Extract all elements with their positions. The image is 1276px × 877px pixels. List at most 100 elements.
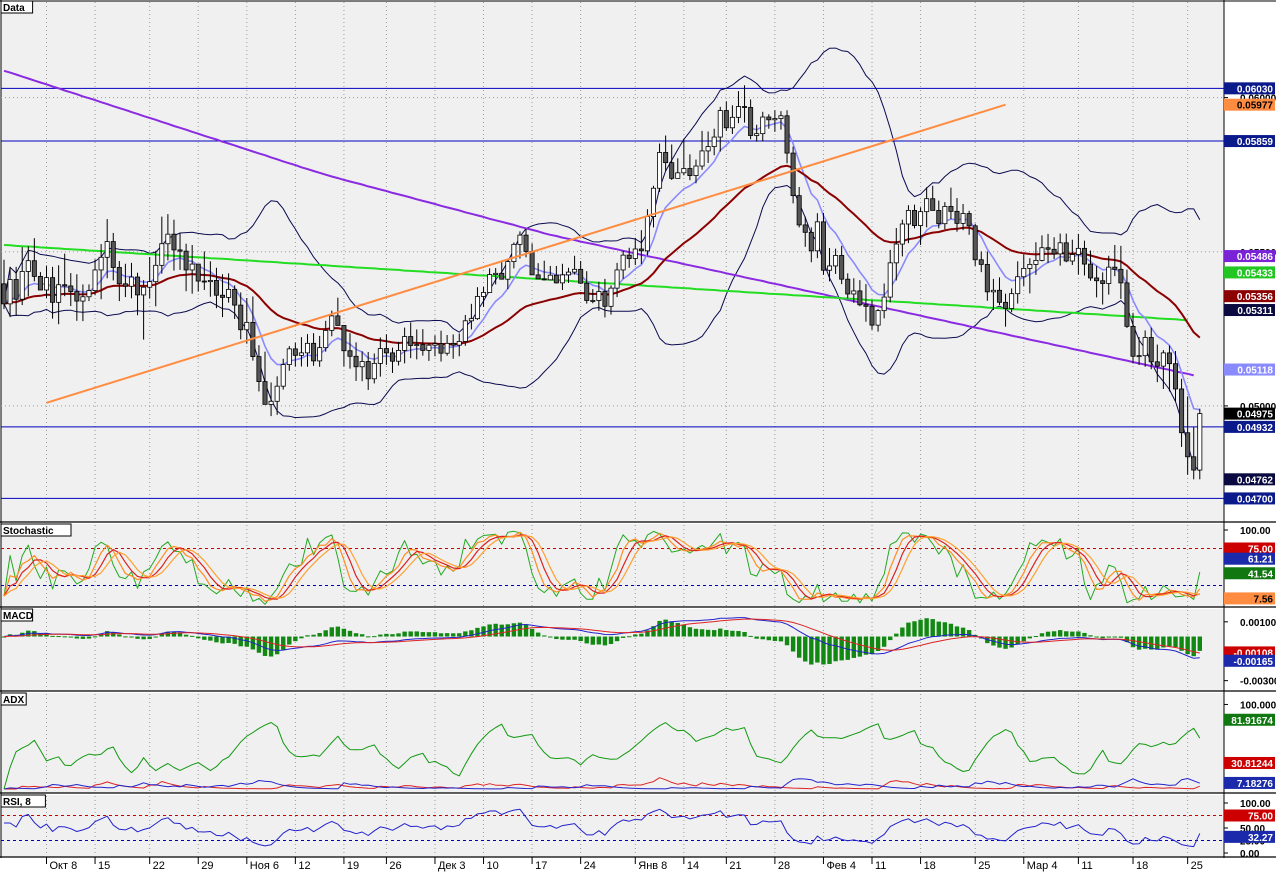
macd-histogram-bar bbox=[359, 634, 365, 637]
price-badge bbox=[1224, 567, 1275, 580]
candle bbox=[238, 304, 244, 331]
macd-histogram-bar bbox=[590, 636, 595, 645]
macd-histogram-bar bbox=[869, 636, 875, 654]
macd-histogram-bar bbox=[1094, 636, 1099, 638]
candle bbox=[869, 305, 875, 326]
macd-histogram-bar bbox=[851, 636, 856, 658]
macd-histogram-bar bbox=[402, 631, 407, 637]
candle bbox=[262, 381, 268, 405]
x-axis-label: Фев 4 bbox=[826, 860, 856, 872]
candle bbox=[802, 224, 808, 233]
candle bbox=[675, 172, 681, 179]
candle bbox=[128, 276, 134, 287]
macd-histogram-bar bbox=[1185, 636, 1190, 655]
candle bbox=[899, 223, 905, 245]
macd-histogram-bar bbox=[68, 636, 73, 638]
candle bbox=[778, 115, 784, 119]
candle bbox=[614, 269, 620, 289]
macd-histogram-bar bbox=[1064, 631, 1069, 637]
price-badge-label: 61.21 bbox=[1248, 555, 1273, 566]
macd-histogram-bar bbox=[608, 636, 614, 644]
candle bbox=[644, 216, 650, 252]
candle bbox=[942, 206, 948, 225]
candle bbox=[165, 233, 171, 245]
x-axis-label: 12 bbox=[298, 860, 310, 872]
candle bbox=[669, 162, 675, 179]
macd-histogram-bar bbox=[693, 628, 699, 637]
price-badge-label: 0.06030 bbox=[1237, 84, 1274, 95]
candle bbox=[456, 341, 462, 346]
macd-histogram-bar bbox=[450, 633, 456, 637]
candle bbox=[432, 343, 438, 346]
candle bbox=[687, 168, 693, 176]
candle bbox=[553, 274, 559, 284]
candle bbox=[1160, 352, 1166, 367]
candle bbox=[820, 221, 826, 271]
macd-histogram-bar bbox=[335, 626, 341, 637]
macd-histogram-bar bbox=[529, 628, 535, 637]
macd-histogram-bar bbox=[560, 636, 565, 640]
macd-histogram-bar bbox=[98, 633, 104, 637]
x-axis-label: 24 bbox=[584, 860, 596, 872]
candle bbox=[195, 263, 201, 282]
candle bbox=[122, 283, 128, 287]
macd-histogram-bar bbox=[863, 636, 869, 655]
macd-histogram-bar bbox=[256, 636, 262, 653]
candle bbox=[335, 315, 341, 326]
candle bbox=[171, 233, 177, 251]
candle bbox=[31, 260, 37, 277]
candle bbox=[462, 320, 468, 342]
candle bbox=[1081, 247, 1087, 265]
candle bbox=[493, 272, 499, 275]
macd-histogram-bar bbox=[214, 636, 219, 643]
candle bbox=[1057, 242, 1063, 255]
x-axis-label: 11 bbox=[875, 860, 886, 872]
x-axis-label: Ноя 6 bbox=[250, 860, 279, 872]
candle bbox=[201, 280, 207, 283]
macd-histogram-bar bbox=[936, 621, 941, 637]
candle bbox=[317, 347, 323, 362]
macd-histogram-bar bbox=[815, 636, 820, 663]
price-badge bbox=[1224, 776, 1275, 789]
x-axis-label: 10 bbox=[487, 860, 499, 872]
macd-histogram-bar bbox=[633, 634, 638, 637]
candle bbox=[1130, 325, 1136, 357]
candle bbox=[1069, 254, 1075, 262]
macd-histogram-bar bbox=[341, 628, 347, 637]
macd-histogram-bar bbox=[748, 635, 753, 637]
candle bbox=[711, 136, 717, 148]
macd-histogram-bar bbox=[469, 630, 474, 637]
price-badge-label: 81.91674 bbox=[1231, 716, 1273, 727]
price-badge bbox=[1224, 290, 1275, 303]
candle bbox=[487, 274, 493, 293]
candle bbox=[1063, 242, 1069, 262]
candle bbox=[1118, 268, 1124, 284]
macd-histogram-bar bbox=[117, 634, 122, 637]
macd-histogram-bar bbox=[736, 631, 741, 637]
candle bbox=[396, 350, 402, 362]
panel-title-macd: MACD bbox=[3, 611, 33, 622]
price-badge-label: 30.81244 bbox=[1231, 759, 1273, 770]
macd-histogram-bar bbox=[463, 631, 468, 637]
candle bbox=[948, 206, 954, 212]
macd-histogram-bar bbox=[305, 635, 310, 637]
macd-histogram-bar bbox=[262, 636, 268, 656]
candle bbox=[13, 279, 19, 300]
panel-background-macd bbox=[1, 609, 1224, 691]
candle bbox=[505, 261, 511, 280]
macd-histogram-bar bbox=[420, 632, 426, 637]
macd-histogram-bar bbox=[287, 636, 292, 645]
candle bbox=[98, 256, 104, 271]
stochastic-slow-line bbox=[3, 534, 1200, 600]
ema-mid-line bbox=[3, 164, 1201, 346]
macd-histogram-bar bbox=[372, 636, 377, 638]
macd-histogram-bar bbox=[669, 621, 674, 637]
x-axis-label: 21 bbox=[729, 860, 741, 872]
price-badge bbox=[1224, 830, 1275, 843]
macd-histogram-bar bbox=[912, 621, 917, 637]
candle bbox=[936, 210, 942, 225]
macd-histogram-bar bbox=[839, 636, 844, 661]
macd-histogram-bar bbox=[177, 632, 183, 637]
macd-histogram-bar bbox=[329, 627, 334, 637]
